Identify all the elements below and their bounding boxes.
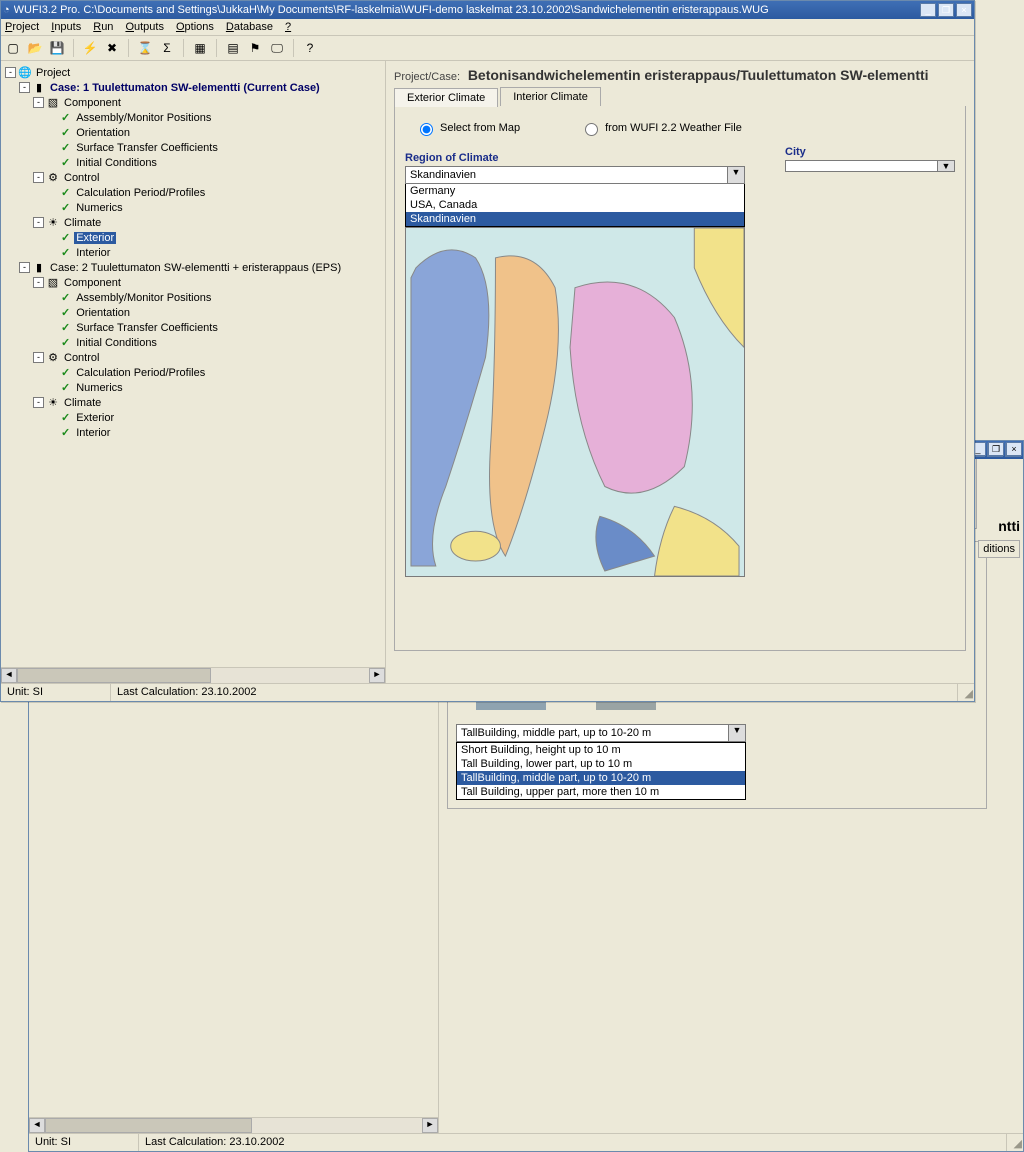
new-icon[interactable]: ▢ bbox=[5, 40, 21, 56]
tree-item[interactable]: -☀Climate bbox=[3, 395, 383, 410]
monitor-icon[interactable]: 🖵 bbox=[269, 40, 285, 56]
lightning-x-icon[interactable]: ✖ bbox=[104, 40, 120, 56]
tree-hscroll[interactable]: ◄► bbox=[1, 667, 385, 683]
tab-fragment: ntti bbox=[998, 518, 1020, 534]
tree-item[interactable]: ✓Exterior bbox=[3, 230, 383, 245]
region-option[interactable]: Germany bbox=[406, 184, 744, 198]
tree-item[interactable]: -▧Component bbox=[3, 275, 383, 290]
tree-item[interactable]: -▮Case: 2 Tuulettumaton SW-elementti + e… bbox=[3, 260, 383, 275]
table-icon[interactable]: ▤ bbox=[225, 40, 241, 56]
radio-select-from-map[interactable]: Select from Map bbox=[415, 120, 520, 136]
tree-item[interactable]: ✓Calculation Period/Profiles bbox=[3, 185, 383, 200]
titlebar: ◔ WUFI3.2 Pro. C:\Documents and Settings… bbox=[1, 1, 974, 19]
tree-item[interactable]: ✓Exterior bbox=[3, 410, 383, 425]
hourglass-icon[interactable]: ⌛ bbox=[137, 40, 153, 56]
sigma-icon[interactable]: Σ bbox=[159, 40, 175, 56]
status-unit: Unit: SI bbox=[29, 1134, 139, 1151]
tree-item[interactable]: ✓Orientation bbox=[3, 125, 383, 140]
app-icon: ◔ bbox=[3, 4, 10, 16]
project-tree[interactable]: -🌐Project-▮Case: 1 Tuulettumaton SW-elem… bbox=[1, 61, 385, 667]
building-height-option[interactable]: Tall Building, upper part, more then 10 … bbox=[457, 785, 745, 799]
climate-map[interactable] bbox=[405, 227, 745, 577]
dropdown-button[interactable]: ▼ bbox=[729, 724, 746, 742]
tree-item[interactable]: ✓Initial Conditions bbox=[3, 335, 383, 350]
tab-fragment-2: ditions bbox=[978, 540, 1020, 558]
menu-project[interactable]: Project bbox=[5, 21, 39, 33]
building-height-option[interactable]: Short Building, height up to 10 m bbox=[457, 743, 745, 757]
tree-item[interactable]: ✓Interior bbox=[3, 425, 383, 440]
tree-item[interactable]: -🌐Project bbox=[3, 65, 383, 80]
tree-item[interactable]: ✓Numerics bbox=[3, 200, 383, 215]
tree-item[interactable]: ✓Numerics bbox=[3, 380, 383, 395]
menu-inputs[interactable]: Inputs bbox=[51, 21, 81, 33]
menubar[interactable]: Project Inputs Run Outputs Options Database? bbox=[1, 19, 974, 36]
restore-button[interactable]: ❐ bbox=[938, 3, 954, 17]
lightning-bolt-icon[interactable]: ⚡ bbox=[82, 40, 98, 56]
tree-item[interactable]: ✓Assembly/Monitor Positions bbox=[3, 290, 383, 305]
resize-grip-icon[interactable]: ◢ bbox=[958, 684, 974, 701]
tree-item[interactable]: ✓Calculation Period/Profiles bbox=[3, 365, 383, 380]
dropdown-button[interactable]: ▼ bbox=[938, 160, 955, 172]
menu-run[interactable]: Run bbox=[93, 21, 113, 33]
city-label: City bbox=[785, 146, 955, 158]
minimize-button[interactable]: _ bbox=[920, 3, 936, 17]
building-height-dropdown[interactable]: Short Building, height up to 10 mTall Bu… bbox=[456, 742, 746, 800]
tree-item[interactable]: -▧Component bbox=[3, 95, 383, 110]
building-height-option[interactable]: Tall Building, lower part, up to 10 m bbox=[457, 757, 745, 771]
calendar-icon[interactable]: ▦ bbox=[192, 40, 208, 56]
tree-item[interactable]: ✓Surface Transfer Coefficients bbox=[3, 320, 383, 335]
building-height-option[interactable]: TallBuilding, middle part, up to 10-20 m bbox=[457, 771, 745, 785]
tree-hscroll-rear[interactable]: ◄► bbox=[29, 1117, 438, 1133]
project-case-name: Betonisandwichelementin eristerappaus/Tu… bbox=[468, 67, 929, 83]
flag-uk-icon[interactable]: ⚑ bbox=[247, 40, 263, 56]
help-icon[interactable]: ? bbox=[302, 40, 318, 56]
close-button[interactable]: × bbox=[956, 3, 972, 17]
region-option[interactable]: USA, Canada bbox=[406, 198, 744, 212]
tree-item[interactable]: ✓Surface Transfer Coefficients bbox=[3, 140, 383, 155]
tree-item[interactable]: -⚙Control bbox=[3, 350, 383, 365]
tree-item[interactable]: -☀Climate bbox=[3, 215, 383, 230]
tab-interior-climate[interactable]: Interior Climate bbox=[500, 87, 601, 106]
tree-item[interactable]: -⚙Control bbox=[3, 170, 383, 185]
tree-item[interactable]: ✓Orientation bbox=[3, 305, 383, 320]
tree-item[interactable]: ✓Interior bbox=[3, 245, 383, 260]
statusbar-rear: Unit: SI Last Calculation: 23.10.2002 ◢ bbox=[29, 1133, 1023, 1151]
tab-exterior-climate[interactable]: Exterior Climate bbox=[394, 88, 498, 107]
menu-outputs[interactable]: Outputs bbox=[125, 21, 164, 33]
climate-tabs: Exterior Climate Interior Climate bbox=[394, 87, 966, 107]
menu-database[interactable]: Database bbox=[226, 21, 273, 33]
save-icon[interactable]: 💾 bbox=[49, 40, 65, 56]
tree-item[interactable]: ✓Assembly/Monitor Positions bbox=[3, 110, 383, 125]
restore-button[interactable]: ❐ bbox=[988, 442, 1004, 456]
toolbar[interactable]: ▢ 📂 💾 ⚡ ✖ ⌛ Σ ▦ ▤ ⚑ 🖵? bbox=[1, 36, 974, 61]
tree-item[interactable]: ✓Initial Conditions bbox=[3, 155, 383, 170]
project-case-prefix: Project/Case: bbox=[394, 71, 460, 83]
open-icon[interactable]: 📂 bbox=[27, 40, 43, 56]
window-title: WUFI3.2 Pro. C:\Documents and Settings\J… bbox=[14, 4, 916, 16]
resize-grip-icon[interactable]: ◢ bbox=[1007, 1134, 1023, 1151]
region-label: Region of Climate bbox=[405, 152, 745, 164]
region-combo[interactable]: Skandinavien bbox=[405, 166, 728, 184]
status-last-calc: Last Calculation: 23.10.2002 bbox=[111, 684, 958, 701]
status-last-calc: Last Calculation: 23.10.2002 bbox=[139, 1134, 1007, 1151]
radio-from-weather-file[interactable]: from WUFI 2.2 Weather File bbox=[580, 120, 742, 136]
tree-item[interactable]: -▮Case: 1 Tuulettumaton SW-elementti (Cu… bbox=[3, 80, 383, 95]
status-unit: Unit: SI bbox=[1, 684, 111, 701]
close-button[interactable]: × bbox=[1006, 442, 1022, 456]
menu-?[interactable]: ? bbox=[285, 21, 291, 33]
city-combo[interactable] bbox=[785, 160, 938, 172]
statusbar: Unit: SI Last Calculation: 23.10.2002 ◢ bbox=[1, 683, 974, 701]
menu-options[interactable]: Options bbox=[176, 21, 214, 33]
region-option[interactable]: Skandinavien bbox=[406, 212, 744, 226]
region-dropdown[interactable]: GermanyUSA, CanadaSkandinavien bbox=[405, 184, 745, 227]
dropdown-button[interactable]: ▼ bbox=[728, 166, 745, 184]
building-height-combo[interactable]: TallBuilding, middle part, up to 10-20 m bbox=[456, 724, 729, 742]
